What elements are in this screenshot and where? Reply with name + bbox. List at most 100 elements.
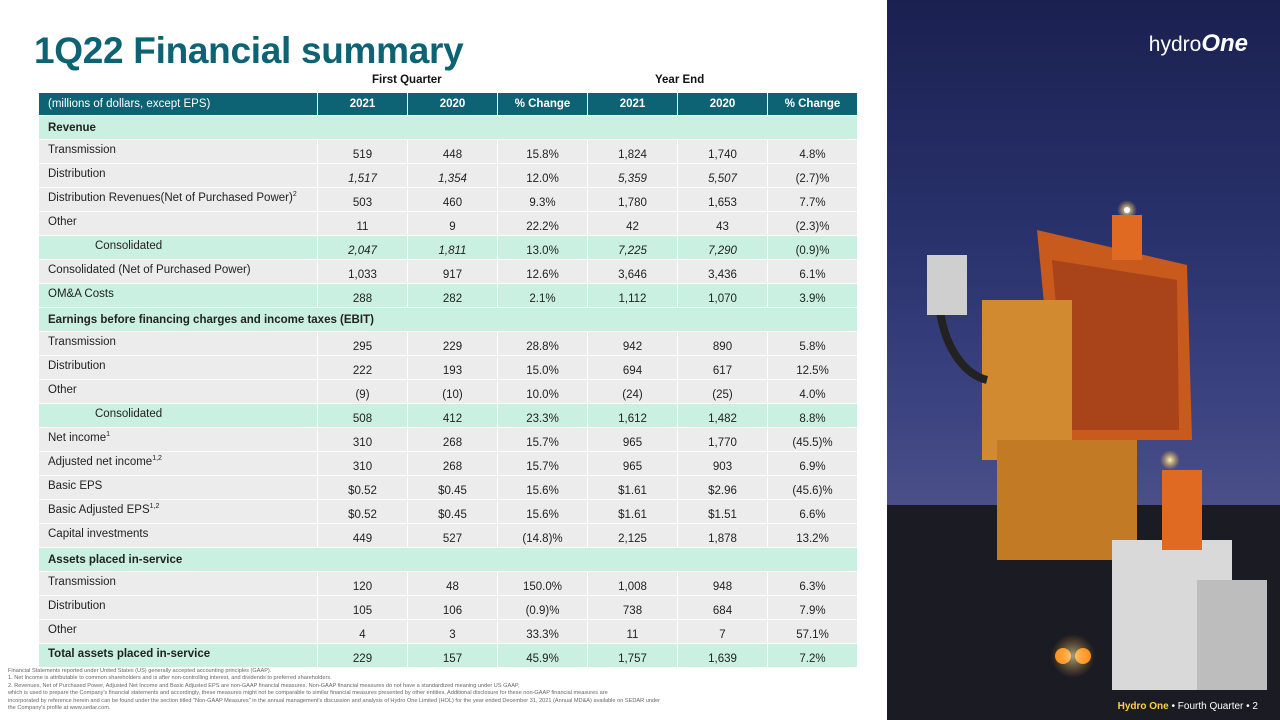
value-cell: $0.52 [317, 475, 408, 500]
value-cell: 4.0% [767, 379, 858, 404]
table-row: Net income1 310 268 15.7% 965 1,770 (45.5)% [38, 427, 858, 452]
row-label-text: Other [48, 624, 77, 636]
table-row: Transmission 295 229 28.8% 942 890 5.8% [38, 331, 858, 356]
value-cell: 15.7% [497, 451, 588, 476]
footnote: the Company's profile at www.sedar.com. [8, 705, 111, 712]
row-label: Adjusted net income1,2 [38, 451, 318, 476]
value-cell: 12.6% [497, 259, 588, 284]
value-cell: 295 [317, 331, 408, 356]
row-label: Other [38, 211, 318, 236]
value-cell: (0.9)% [767, 235, 858, 260]
value-cell: 1,653 [677, 187, 768, 212]
value-cell: 4.8% [767, 139, 858, 164]
value-cell: 6.6% [767, 499, 858, 524]
footnote-ref: 1,2 [152, 455, 162, 463]
value-cell: 229 [407, 331, 498, 356]
value-cell: 448 [407, 139, 498, 164]
value-cell: $0.45 [407, 499, 498, 524]
value-cell: (0.9)% [497, 595, 588, 620]
footnote-ref: 2 [292, 191, 297, 199]
value-cell: 42 [587, 211, 678, 236]
value-cell: 7.2% [767, 643, 858, 668]
footer-page: • Fourth Quarter • 2 [1168, 701, 1259, 712]
value-cell: $1.51 [677, 499, 768, 524]
value-cell: 310 [317, 451, 408, 476]
row-label: Distribution Revenues(Net of Purchased P… [38, 187, 318, 212]
row-label: Basic Adjusted EPS1,2 [38, 499, 318, 524]
row-label-text: Consolidated [95, 240, 163, 252]
row-label-text: Transmission [48, 144, 116, 156]
value-cell: 11 [587, 619, 678, 644]
value-cell: $0.52 [317, 499, 408, 524]
row-label: Transmission [38, 139, 318, 164]
row-label: Consolidated [38, 403, 318, 428]
value-cell: 942 [587, 331, 678, 356]
table-row: Basic Adjusted EPS1,2 $0.52 $0.45 15.6% $1.6… [38, 499, 858, 524]
value-cell: 268 [407, 427, 498, 452]
value-cell: 460 [407, 187, 498, 212]
value-cell: 23.3% [497, 403, 588, 428]
row-label: Consolidated [38, 235, 318, 260]
value-cell: (2.3)% [767, 211, 858, 236]
value-cell: 13.2% [767, 523, 858, 548]
value-cell: $0.45 [407, 475, 498, 500]
value-cell: 11 [317, 211, 408, 236]
value-cell: 12.0% [497, 163, 588, 188]
header-ye-2021: 2021 [587, 92, 678, 116]
table-row: Transmission 519 448 15.8% 1,824 1,740 4.8% [38, 139, 858, 164]
value-cell: 965 [587, 427, 678, 452]
value-cell: (10) [407, 379, 498, 404]
value-cell: 1,033 [317, 259, 408, 284]
value-cell: 519 [317, 139, 408, 164]
value-cell: 903 [677, 451, 768, 476]
value-cell: (2.7)% [767, 163, 858, 188]
value-cell: 33.3% [497, 619, 588, 644]
slide-footer: Hydro One • Fourth Quarter • 2 [1118, 701, 1258, 712]
value-cell: 28.8% [497, 331, 588, 356]
value-cell: 15.6% [497, 475, 588, 500]
value-cell: 508 [317, 403, 408, 428]
value-cell: 738 [587, 595, 678, 620]
section-label: Assets placed in-service [38, 547, 858, 572]
header-ye-2020: 2020 [677, 92, 768, 116]
value-cell: 288 [317, 283, 408, 308]
table-row: Consolidated (Net of Purchased Power) 1,0… [38, 259, 858, 284]
row-label-text: Total assets placed in-service [48, 648, 211, 660]
row-label-text: Distribution [48, 360, 106, 372]
row-label: Basic EPS [38, 475, 318, 500]
value-cell: 1,008 [587, 571, 678, 596]
value-cell: 3.9% [767, 283, 858, 308]
value-cell: 1,612 [587, 403, 678, 428]
value-cell: (14.8)% [497, 523, 588, 548]
value-cell: 12.5% [767, 355, 858, 380]
section-assets: Assets placed in-service [38, 547, 858, 572]
value-cell: 5,359 [587, 163, 678, 188]
table-row: Distribution 222 193 15.0% 694 617 12.5% [38, 355, 858, 380]
value-cell: 5.8% [767, 331, 858, 356]
value-cell: 105 [317, 595, 408, 620]
section-label: Earnings before financing charges and in… [38, 307, 858, 332]
value-cell: 43 [677, 211, 768, 236]
footnotes: Financial Statements reported under Unit… [8, 668, 868, 712]
value-cell: 2.1% [497, 283, 588, 308]
value-cell: (9) [317, 379, 408, 404]
table-row: Other (9) (10) 10.0% (24) (25) 4.0% [38, 379, 858, 404]
value-cell: 2,047 [317, 235, 408, 260]
row-label-text: OM&A Costs [48, 288, 114, 300]
table-row: Distribution 105 106 (0.9)% 738 684 7.9% [38, 595, 858, 620]
row-label: Transmission [38, 571, 318, 596]
footnote-ref: 1 [106, 431, 111, 439]
section-revenue: Revenue [38, 115, 858, 140]
value-cell: 15.8% [497, 139, 588, 164]
row-label: Transmission [38, 331, 318, 356]
row-label-text: Net income [48, 432, 107, 444]
value-cell: 684 [677, 595, 768, 620]
logo-text: hydro [1148, 33, 1202, 56]
value-cell: 15.0% [497, 355, 588, 380]
footnote: incorporated by reference herein and can… [8, 697, 661, 704]
header-fq-2021: 2021 [317, 92, 408, 116]
row-label: Capital investments [38, 523, 318, 548]
footnote: which is used to prepare the Company's f… [8, 690, 608, 697]
row-label: Net income1 [38, 427, 318, 452]
value-cell: 22.2% [497, 211, 588, 236]
